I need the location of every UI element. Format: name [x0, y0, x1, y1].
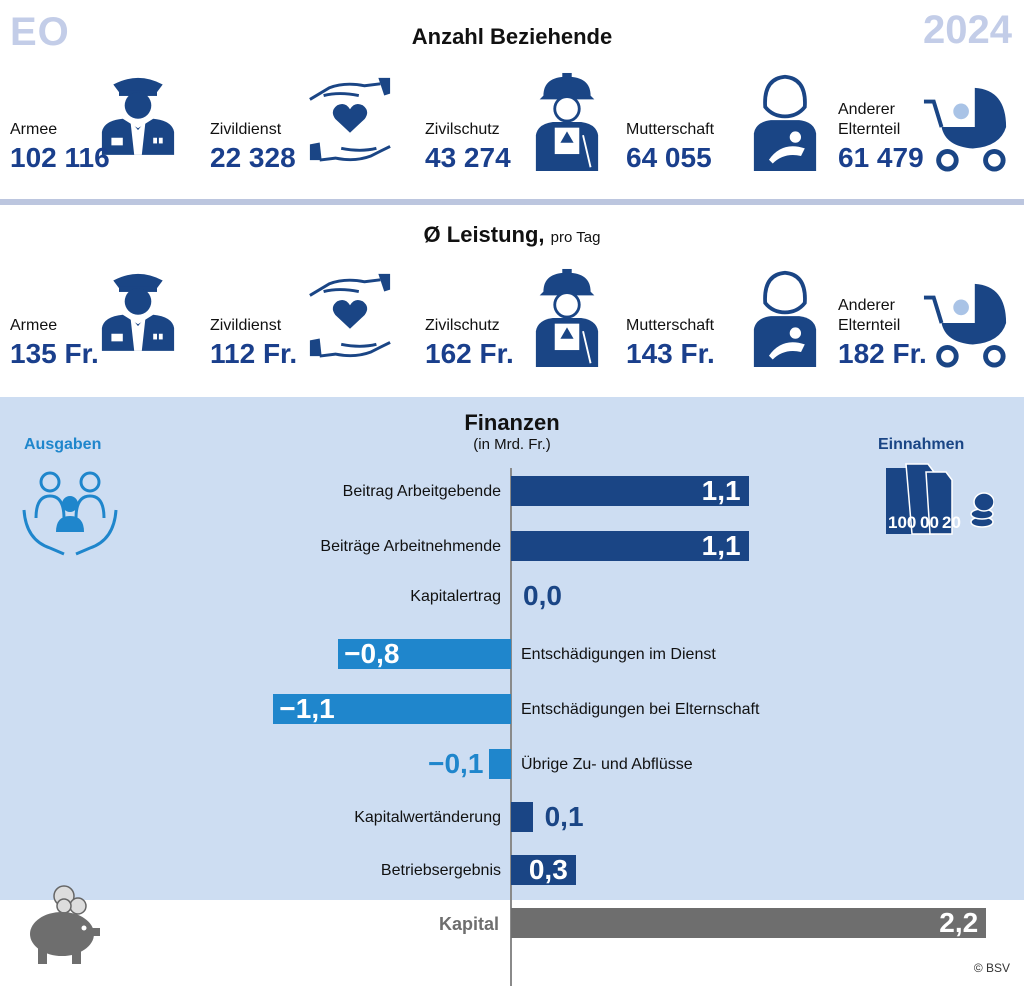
category-label: Armee	[10, 316, 57, 336]
beziehende-title: Anzahl Beziehende	[411, 24, 613, 49]
mother-baby-icon	[752, 70, 818, 179]
benefit-value: 143 Fr.	[626, 338, 715, 369]
bar-0	[511, 476, 749, 506]
category-label-text: Armee	[10, 317, 58, 334]
count-value: 61 479	[838, 142, 924, 173]
bar-category-label: Entschädigungen im Dienst	[521, 646, 716, 663]
svg-text:20: 20	[942, 513, 961, 532]
finance-unit: (in Mrd. Fr.)	[473, 436, 551, 453]
count-value: 64 055	[626, 142, 712, 173]
bar-4	[273, 694, 511, 724]
benefit-value: 182 Fr.	[838, 338, 927, 369]
category-label-text: Zivilschutz	[425, 317, 500, 334]
leistung-subtitle: pro Tag	[550, 229, 601, 246]
benefit-value: 112 Fr.	[210, 338, 298, 369]
leistung-title-main: Ø Leistung,	[423, 222, 545, 247]
benefit-value: 135 Fr.	[10, 338, 99, 369]
category-label-text-2: Elternteil	[838, 121, 901, 138]
category-label: Mutterschaft	[626, 120, 714, 140]
category-label-text: Zivilschutz	[425, 121, 500, 138]
helmet-worker-icon	[534, 70, 600, 179]
bar-value-label: −0,1	[428, 748, 484, 779]
copyright: © BSV	[973, 961, 1010, 975]
bar-3	[338, 639, 511, 669]
helmet-worker-icon	[534, 266, 600, 375]
bar-8	[511, 908, 987, 938]
category-label-text: Mutterschaft	[626, 317, 715, 334]
einnahmen-label: Einnahmen	[878, 436, 965, 453]
category-label: Zivildienst	[210, 316, 281, 336]
stroller-icon	[922, 280, 1010, 373]
category-label: Zivilschutz	[425, 316, 500, 336]
category-label-text: Anderer	[838, 101, 895, 118]
mother-baby-icon	[752, 266, 818, 375]
bar-value-label: 1,1	[701, 475, 741, 506]
leistung-title: Ø Leistung, pro Tag	[312, 222, 712, 248]
bar-category-label: Kapitalertrag	[410, 588, 501, 605]
category-label-text: Armee	[10, 121, 58, 138]
category-label-text: Zivildienst	[210, 121, 282, 138]
category-label: Zivildienst	[210, 120, 281, 140]
family-hands-icon	[22, 471, 118, 556]
separator	[0, 199, 1024, 205]
soldier-icon	[100, 70, 176, 163]
bar-5	[489, 749, 511, 779]
bar-value-label: 0,3	[528, 854, 568, 885]
bar-category-label: Betriebsergebnis	[380, 862, 501, 879]
stroller-icon	[922, 84, 1010, 177]
category-label: Zivilschutz	[425, 120, 500, 140]
bar-value-label: 0,1	[544, 801, 584, 832]
count-value: 43 274	[425, 142, 511, 173]
ausgaben-label: Ausgaben	[24, 436, 102, 453]
money-icon: 100 00 20	[886, 463, 994, 535]
bar-value-label: −0,8	[344, 638, 400, 669]
bar-category-label: Beiträge Arbeitnehmende	[320, 538, 501, 555]
bar-1	[511, 531, 749, 561]
year-label: 2024	[923, 8, 1012, 52]
bar-category-label: Beitrag Arbeitgebende	[342, 483, 501, 500]
category-label-text: Anderer	[838, 297, 895, 314]
bar-category-label: Übrige Zu- und Abflüsse	[521, 756, 693, 773]
soldier-icon	[100, 266, 176, 359]
eo-label: EO	[10, 10, 70, 54]
bar-7	[511, 855, 576, 885]
svg-text:100: 100	[888, 513, 916, 532]
zero-axis	[510, 468, 512, 986]
category-label-text: Mutterschaft	[626, 121, 715, 138]
bar-category-label: Kapital	[438, 914, 499, 934]
category-label-text-2: Elternteil	[838, 317, 901, 334]
bar-category-label: Entschädigungen bei Elternschaft	[521, 701, 760, 718]
finance-title: Finanzen	[464, 410, 560, 435]
bar-value-label: 0,0	[523, 580, 562, 611]
category-label: Armee	[10, 120, 57, 140]
bar-value-label: −1,1	[279, 693, 335, 724]
bar-value-label: 2,2	[939, 907, 979, 938]
svg-text:00: 00	[920, 513, 939, 532]
category-label-text: Zivildienst	[210, 317, 282, 334]
bar-6	[511, 802, 533, 832]
count-value: 102 116	[10, 142, 110, 173]
category-label: Anderer Elternteil	[838, 296, 900, 336]
piggy-bank-icon	[30, 885, 100, 964]
benefit-value: 162 Fr.	[425, 338, 514, 369]
bar-category-label: Kapitalwertänderung	[354, 809, 501, 826]
category-label: Mutterschaft	[626, 316, 714, 336]
hands-heart-icon	[306, 270, 394, 365]
category-label: Anderer Elternteil	[838, 100, 900, 140]
bar-value-label: 1,1	[701, 530, 741, 561]
hands-heart-icon	[306, 74, 394, 169]
count-value: 22 328	[210, 142, 296, 173]
